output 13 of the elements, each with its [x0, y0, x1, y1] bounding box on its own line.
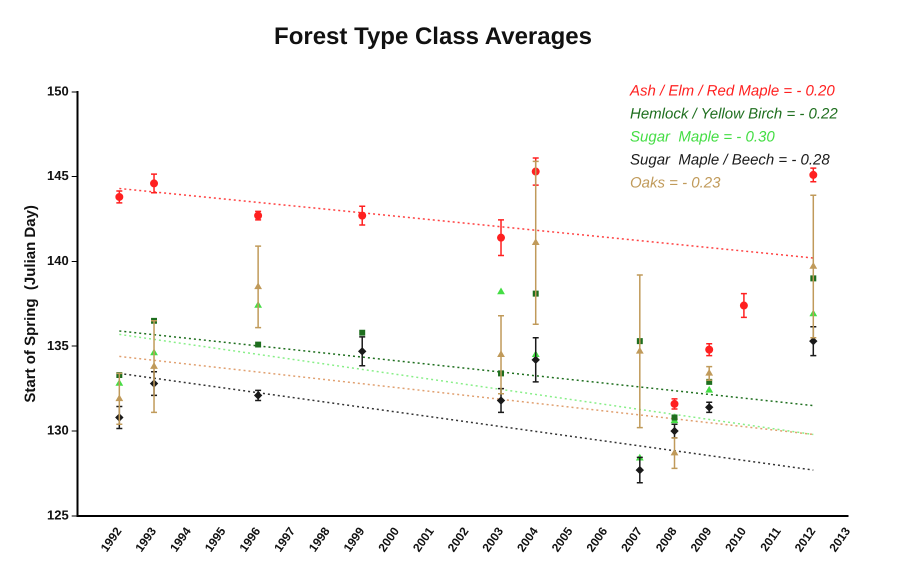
y-axis-title: Start of Spring (Julian Day) — [22, 205, 40, 403]
text: Sugar Maple / Beech = - 0.28 — [630, 151, 830, 168]
text: Sugar Maple = - 0.30 — [630, 128, 776, 146]
text: Ash / Elm / Red Maple = - 0.20 — [629, 82, 836, 100]
y-tick-label: 125 — [46, 507, 69, 522]
text: Hemlock / Yellow Birch = - 0.22 — [630, 105, 838, 122]
text: Oaks = - 0.23 — [630, 174, 722, 192]
y-tick-label: 135 — [46, 338, 69, 353]
y-tick-label: 145 — [46, 168, 69, 184]
y-tick-label: 140 — [46, 253, 69, 268]
y-tick-label: 150 — [46, 83, 69, 98]
y-tick-label: 130 — [46, 422, 69, 438]
chart-title: Forest Type Class Averages — [274, 23, 592, 50]
